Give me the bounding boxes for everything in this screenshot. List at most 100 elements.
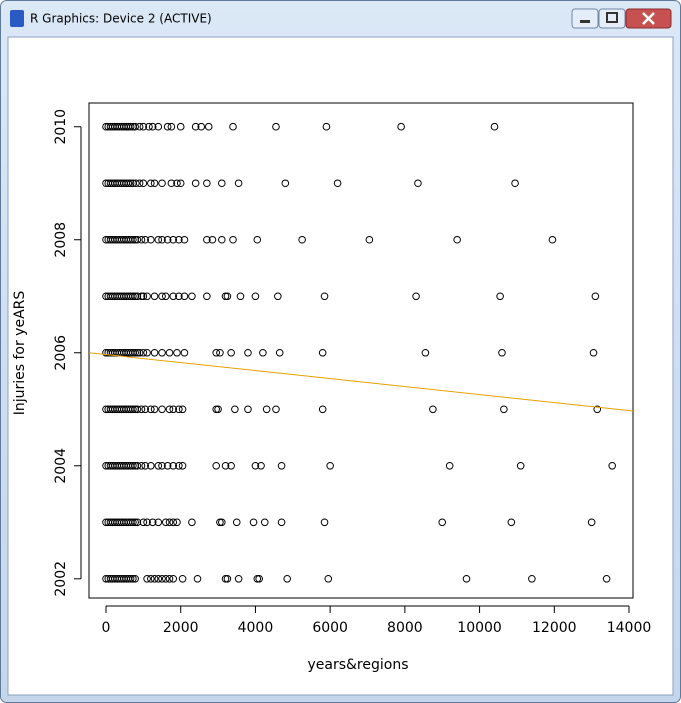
point — [212, 461, 221, 470]
y-tick-label: 2010 — [53, 109, 69, 145]
point — [137, 235, 146, 244]
point — [161, 574, 170, 583]
minimize-button[interactable] — [571, 8, 599, 29]
point — [236, 292, 245, 301]
point — [587, 518, 596, 527]
point — [131, 348, 139, 357]
point — [191, 122, 200, 131]
plot-box — [88, 102, 634, 599]
point — [214, 405, 222, 414]
point — [129, 405, 137, 414]
point — [147, 574, 155, 583]
point — [126, 179, 135, 188]
point — [251, 292, 260, 301]
point — [175, 461, 183, 470]
point — [257, 461, 265, 470]
point — [175, 405, 183, 414]
point — [141, 235, 150, 244]
point — [223, 574, 232, 583]
point — [397, 122, 405, 131]
point — [218, 235, 226, 244]
point — [227, 348, 235, 357]
point — [234, 574, 243, 583]
point — [169, 292, 178, 301]
point — [249, 518, 258, 527]
point — [324, 574, 333, 583]
point — [132, 179, 140, 188]
maximize-button[interactable] — [598, 8, 626, 29]
point — [163, 235, 172, 244]
point — [229, 235, 237, 244]
point — [262, 405, 271, 414]
point — [129, 292, 137, 301]
point — [133, 518, 142, 527]
point — [283, 574, 291, 583]
point — [137, 405, 146, 414]
point — [133, 348, 142, 357]
point — [133, 235, 142, 244]
point — [131, 122, 139, 131]
y-tick-label: 2002 — [53, 561, 69, 597]
x-tick-label: 2000 — [163, 620, 199, 636]
point — [216, 348, 224, 357]
point — [129, 574, 137, 583]
point — [158, 405, 166, 414]
point — [191, 179, 200, 188]
point — [227, 461, 235, 470]
point — [173, 348, 181, 357]
point — [251, 461, 260, 470]
point — [154, 461, 163, 470]
y-tick-label: 2008 — [53, 222, 69, 258]
point — [438, 518, 447, 527]
point — [320, 292, 329, 301]
point — [218, 179, 226, 188]
point — [429, 405, 437, 414]
point — [150, 574, 159, 583]
point — [498, 348, 506, 357]
x-axis-label: years&regions — [307, 657, 408, 673]
y-axis-label: Injuries for yeARS — [12, 291, 28, 416]
point — [175, 235, 183, 244]
point — [158, 461, 166, 470]
point — [244, 405, 252, 414]
point — [414, 179, 422, 188]
point — [453, 235, 461, 244]
point — [147, 179, 155, 188]
point — [188, 518, 196, 527]
trend-line — [88, 352, 634, 412]
point — [326, 461, 334, 470]
point — [143, 292, 151, 301]
point — [137, 461, 146, 470]
point — [154, 235, 163, 244]
point — [175, 292, 183, 301]
point — [147, 461, 155, 470]
point — [203, 292, 211, 301]
point — [229, 122, 237, 131]
point — [197, 122, 206, 131]
point — [255, 574, 263, 583]
point — [158, 292, 166, 301]
point — [260, 518, 269, 527]
point — [165, 348, 174, 357]
point — [150, 348, 159, 357]
point — [139, 122, 148, 131]
point — [412, 292, 420, 301]
point — [141, 405, 150, 414]
point — [165, 518, 174, 527]
point — [218, 518, 226, 527]
point — [147, 405, 155, 414]
point — [154, 122, 163, 131]
point — [163, 122, 172, 131]
point — [496, 292, 504, 301]
point — [188, 292, 196, 301]
point — [165, 574, 174, 583]
y-tick-label: 2006 — [53, 335, 69, 371]
point — [462, 574, 471, 583]
close-button[interactable] — [625, 8, 672, 29]
point — [141, 461, 150, 470]
x-tick-label: 4000 — [238, 620, 274, 636]
point — [193, 574, 202, 583]
point — [180, 235, 189, 244]
point — [139, 348, 148, 357]
point — [163, 461, 172, 470]
